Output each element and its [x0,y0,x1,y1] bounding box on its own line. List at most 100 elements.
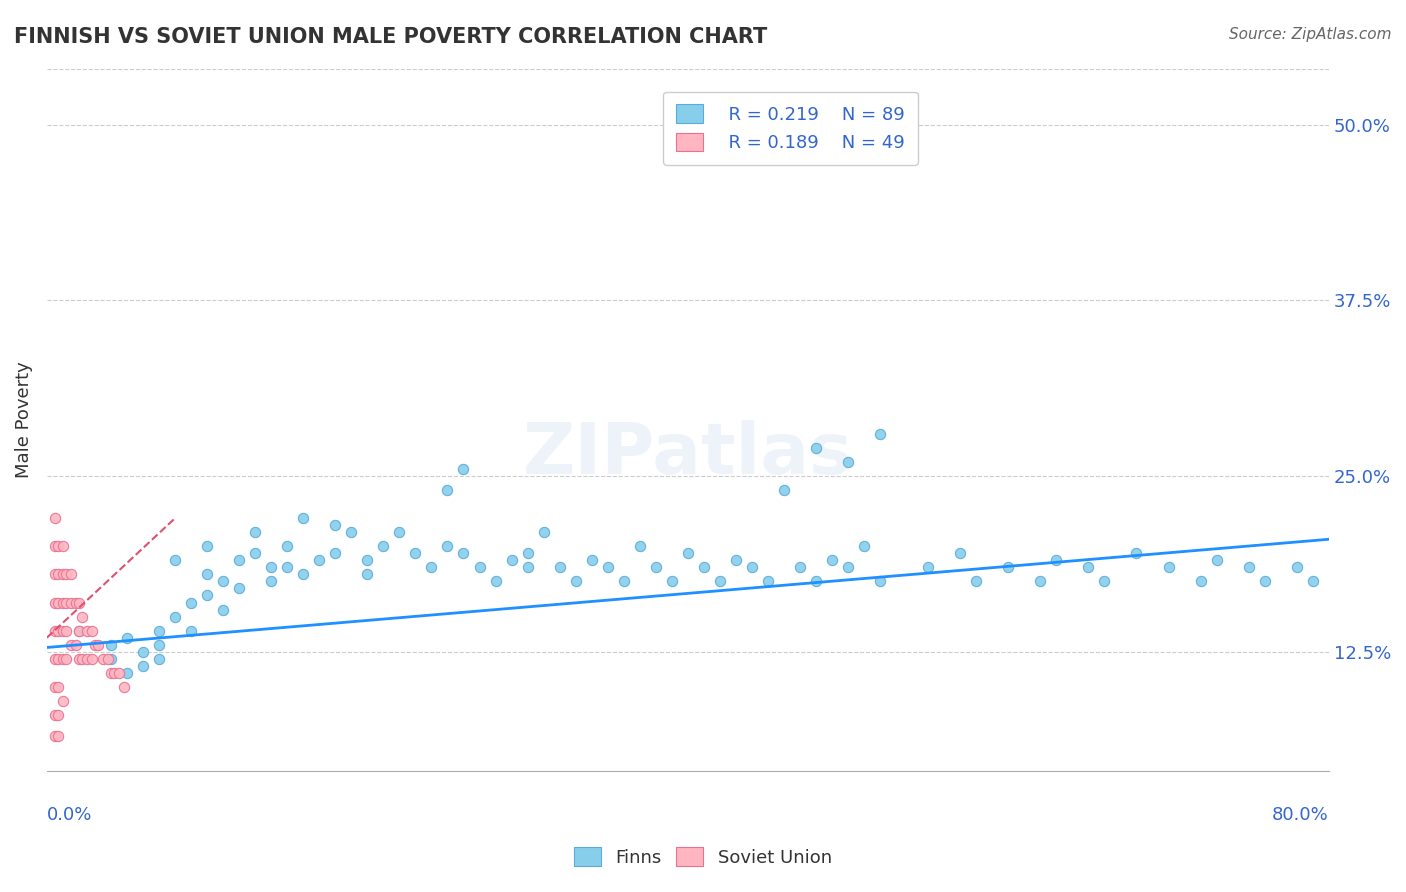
Point [997,560,1019,574]
Point [613,574,636,589]
Point [44,707,66,722]
Point [46,595,69,609]
Point [628,539,651,553]
Legend:   R = 0.219    N = 89,   R = 0.189    N = 49: R = 0.219 N = 89, R = 0.189 N = 49 [664,92,918,165]
Point [91,651,114,665]
Text: 0.0%: 0.0% [46,806,93,824]
Point [59,567,82,582]
Point [404,546,426,560]
Point [869,574,891,589]
Point [709,574,731,589]
Point [132,645,155,659]
Point [100,638,122,652]
Point [804,441,827,455]
Point [180,624,202,638]
Point [228,553,250,567]
Point [356,567,378,582]
Point [373,539,395,553]
Point [148,651,170,665]
Point [70,609,93,624]
Point [292,567,315,582]
Point [46,624,69,638]
Point [100,651,122,665]
Y-axis label: Male Poverty: Male Poverty [15,361,32,478]
Point [228,582,250,596]
Point [260,560,283,574]
Point [44,680,66,694]
Point [44,539,66,553]
Point [195,567,218,582]
Point [67,595,90,609]
Point [436,483,458,497]
Point [644,560,666,574]
Point [308,553,330,567]
Text: FINNISH VS SOVIET UNION MALE POVERTY CORRELATION CHART: FINNISH VS SOVIET UNION MALE POVERTY COR… [14,27,768,46]
Point [1302,574,1324,589]
Legend: Finns, Soviet Union: Finns, Soviet Union [567,840,839,874]
Point [55,624,77,638]
Text: ZIPatlas: ZIPatlas [523,420,853,490]
Point [1045,553,1067,567]
Point [52,694,75,708]
Point [853,539,876,553]
Point [46,651,69,665]
Point [148,624,170,638]
Point [949,546,972,560]
Point [516,546,538,560]
Point [661,574,683,589]
Point [46,680,69,694]
Point [65,595,87,609]
Point [44,567,66,582]
Point [1285,560,1308,574]
Point [773,483,796,497]
Point [59,595,82,609]
Point [80,651,103,665]
Point [195,589,218,603]
Point [724,553,747,567]
Point [195,539,218,553]
Point [965,574,987,589]
Point [804,574,827,589]
Point [388,525,411,540]
Point [1094,574,1116,589]
Point [693,560,716,574]
Point [46,539,69,553]
Point [1029,574,1052,589]
Point [67,624,90,638]
Point [80,624,103,638]
Point [108,665,131,680]
Point [165,609,187,624]
Point [67,624,90,638]
Point [52,539,75,553]
Point [276,560,298,574]
Point [676,546,699,560]
Point [821,553,844,567]
Point [212,574,235,589]
Point [1157,560,1180,574]
Point [115,665,138,680]
Point [323,546,346,560]
Point [52,567,75,582]
Point [453,546,475,560]
Point [789,560,811,574]
Point [52,595,75,609]
Point [837,560,859,574]
Point [180,595,202,609]
Point [340,525,363,540]
Point [420,560,443,574]
Point [453,462,475,476]
Point [741,560,763,574]
Point [165,553,187,567]
Point [516,560,538,574]
Point [103,665,125,680]
Point [548,560,571,574]
Point [44,595,66,609]
Point [44,511,66,525]
Point [292,511,315,525]
Point [44,729,66,743]
Point [55,651,77,665]
Point [55,595,77,609]
Point [501,553,523,567]
Point [65,638,87,652]
Point [115,631,138,645]
